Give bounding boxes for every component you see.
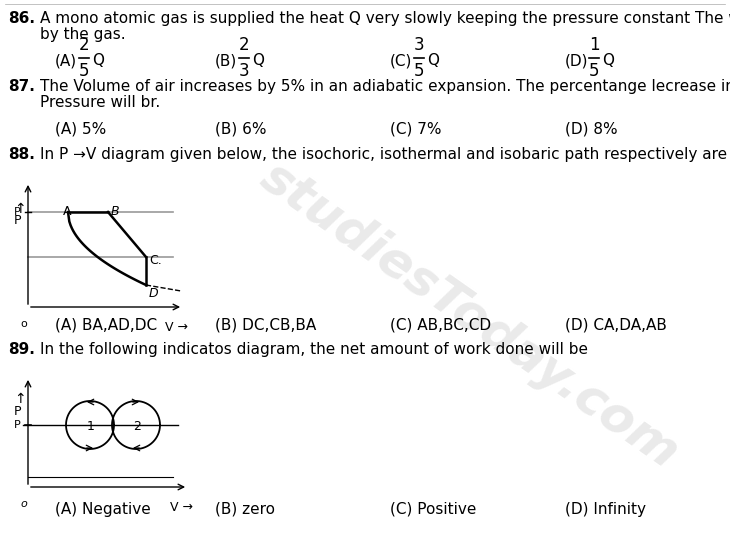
Text: ↑: ↑ [14,202,26,216]
Text: (A) Negative: (A) Negative [55,502,151,517]
Text: Q: Q [252,53,264,68]
Text: studiesToday.com: studiesToday.com [252,152,688,478]
Text: (B) 6%: (B) 6% [215,121,266,136]
Text: by the gas.: by the gas. [40,27,126,42]
Text: P: P [14,420,20,430]
Text: A mono atomic gas is supplied the heat Q very slowly keeping the pressure consta: A mono atomic gas is supplied the heat Q… [40,11,730,26]
Text: 1: 1 [87,420,95,433]
Text: P: P [14,207,20,217]
Text: The Volume of air increases by 5% in an adiabatic expansion. The percentange lec: The Volume of air increases by 5% in an … [40,79,730,94]
Text: 88.: 88. [8,147,35,162]
Text: (B): (B) [215,53,237,68]
Text: Q: Q [427,53,439,68]
Text: B: B [111,205,120,218]
Text: (C) 7%: (C) 7% [390,121,442,136]
Text: (B) zero: (B) zero [215,502,275,517]
Text: (A): (A) [55,53,77,68]
Text: A: A [63,205,72,218]
Text: In the following indicatos diagram, the net amount of work done will be: In the following indicatos diagram, the … [40,342,588,357]
Text: 5: 5 [589,62,599,80]
Text: o: o [20,499,27,509]
Text: (D) 8%: (D) 8% [565,121,618,136]
Text: 86.: 86. [8,11,35,26]
Text: (D) Infinity: (D) Infinity [565,502,646,517]
Text: (A) 5%: (A) 5% [55,121,107,136]
Text: V →: V → [165,321,188,334]
Text: 2: 2 [79,36,89,54]
Text: 5: 5 [414,62,424,80]
Text: 89.: 89. [8,342,35,357]
Text: 2: 2 [239,36,250,54]
Text: 87.: 87. [8,79,35,94]
Text: P: P [14,214,21,227]
Text: ↑: ↑ [14,392,26,406]
Text: (A) BA,AD,DC: (A) BA,AD,DC [55,317,157,332]
Text: C.: C. [149,254,162,267]
Text: D: D [149,287,158,300]
Text: 5: 5 [79,62,89,80]
Text: 1: 1 [588,36,599,54]
Text: 2: 2 [133,420,141,433]
Text: (C): (C) [390,53,412,68]
Text: (C) Positive: (C) Positive [390,502,477,517]
Text: o: o [20,319,27,329]
Text: (D): (D) [565,53,588,68]
Text: Q: Q [602,53,614,68]
Text: 3: 3 [414,36,424,54]
Text: V →: V → [170,501,193,514]
Text: P: P [14,405,21,418]
Text: Pressure will br.: Pressure will br. [40,95,161,110]
Text: (B) DC,CB,BA: (B) DC,CB,BA [215,317,316,332]
Text: Q: Q [92,53,104,68]
Text: 3: 3 [239,62,250,80]
Text: (C) AB,BC,CD: (C) AB,BC,CD [390,317,491,332]
Text: (D) CA,DA,AB: (D) CA,DA,AB [565,317,667,332]
Text: In P →V diagram given below, the isochoric, isothermal and isobaric path respect: In P →V diagram given below, the isochor… [40,147,727,162]
